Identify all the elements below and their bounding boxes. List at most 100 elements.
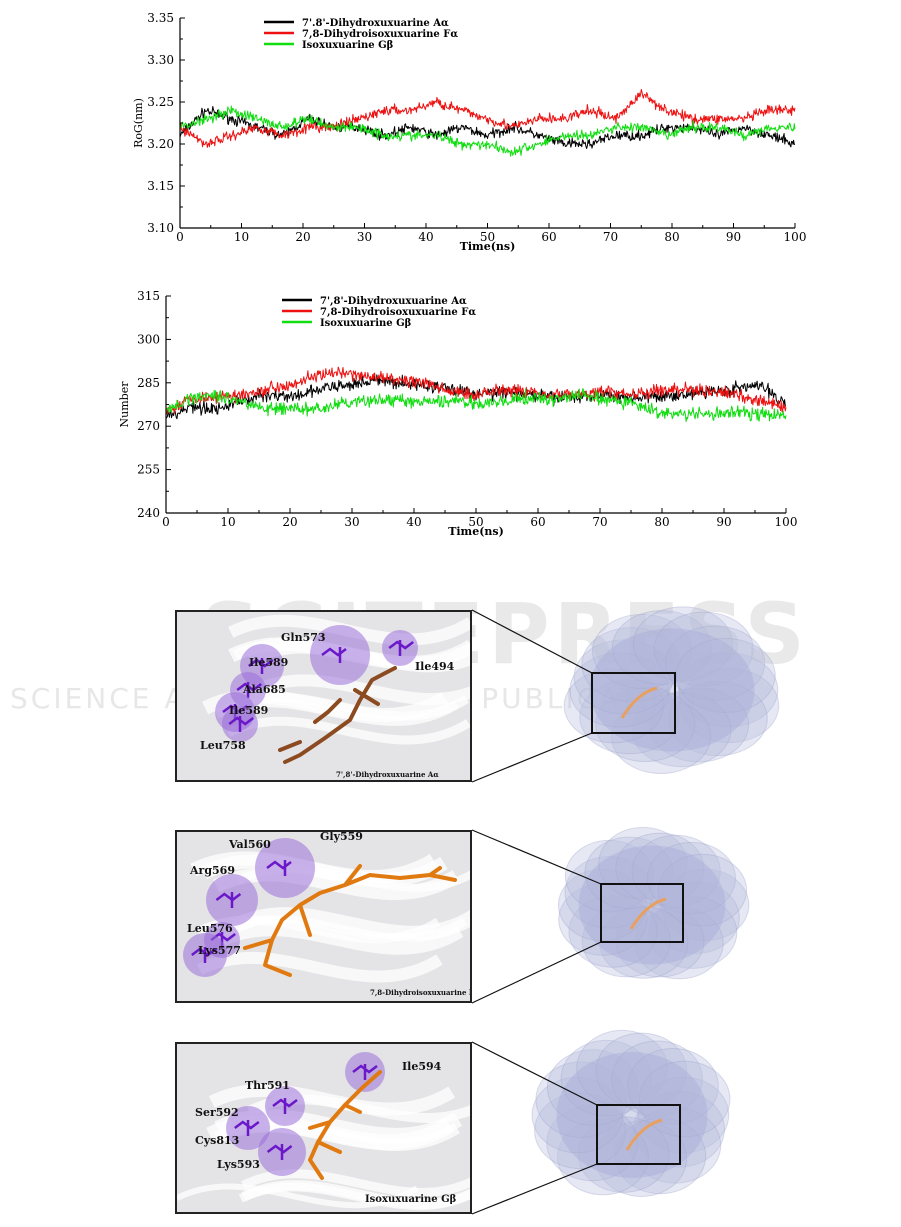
surface-lobe: [631, 834, 721, 908]
ligand-thumbnail: [629, 897, 667, 930]
x-axis-label: Time(ns): [448, 525, 504, 538]
surface-lobe: [581, 904, 671, 978]
surface-lobe: [558, 883, 648, 956]
protein-ribbon: [226, 716, 470, 745]
x-tick-label: 40: [406, 515, 421, 529]
surface-lobe: [633, 1090, 725, 1168]
residue-label: Ile589: [229, 704, 269, 717]
y-tick-label: 3.25: [147, 95, 174, 109]
x-tick-label: 80: [654, 515, 669, 529]
surface-lobe: [535, 1061, 628, 1138]
surface-lobe: [648, 896, 738, 969]
y-tick-label: 255: [137, 463, 160, 477]
binding-site-render: [177, 1052, 470, 1210]
x-tick-label: 60: [541, 230, 556, 244]
surface-lobe: [546, 1049, 639, 1126]
x-tick-label: 20: [282, 515, 297, 529]
residue-sticks: [234, 1120, 260, 1136]
connector-line: [471, 1041, 598, 1106]
number-line-chart: 0 10 20 30 40 50 60 70 80 90 100 240 255 270 285 300 315…: [118, 289, 797, 538]
surface-lobe: [637, 1076, 730, 1154]
surface-lobe: [599, 906, 689, 979]
surface-lobe: [598, 827, 688, 900]
surface-lobe: [546, 1104, 638, 1182]
surface-lobe: [564, 839, 655, 913]
x-tick-label: 30: [344, 515, 359, 529]
legend-label: Isoxuxuarine Gβ: [320, 318, 412, 329]
y-tick-label: 270: [137, 419, 160, 433]
ligand-sticks: [308, 1070, 382, 1180]
legend-label: Isoxuxuarine Gβ: [302, 40, 394, 51]
residue-label: Ile594: [402, 1060, 442, 1073]
residue-label: Ser592: [195, 1106, 239, 1119]
ligand-sticks: [243, 864, 457, 977]
protein-ribbon: [196, 951, 443, 983]
surface-lobe: [577, 1116, 670, 1193]
binding-site-panel: Gln573 Ile589 Ile494 Ala685 Ile589 Leu758 7',8…: [175, 610, 472, 782]
surface-lobe: [615, 905, 705, 978]
y-axis-label: Number: [118, 381, 131, 428]
surface-lobe: [595, 1032, 688, 1110]
surface-lobe: [557, 868, 648, 942]
surface-core: [578, 845, 726, 965]
surface-lobe: [638, 1060, 731, 1138]
surface-lobe: [568, 895, 658, 968]
x-tick-label: 50: [468, 515, 483, 529]
residue-label: Arg569: [190, 864, 235, 877]
protein-ribbon: [241, 1169, 470, 1197]
residue-sticks: [236, 682, 262, 698]
residue-label: Thr591: [245, 1079, 290, 1092]
residue-sticks: [266, 1144, 293, 1160]
x-tick-label: 70: [592, 515, 607, 529]
residue-sticks: [215, 892, 242, 908]
y-tick-label: 3.35: [147, 11, 174, 25]
ligand-sticks: [278, 666, 397, 764]
surface-lobe: [576, 1029, 668, 1107]
y-tick-label: 3.15: [147, 179, 174, 193]
surface-lobe: [595, 1120, 688, 1197]
ligand-label: 7,8-Dihydroisoxuxuarine Fα: [370, 988, 472, 997]
x-tick-label: 20: [295, 230, 310, 244]
residue-label: Ile494: [415, 660, 455, 673]
connector-line: [471, 829, 602, 885]
residue-label: Gly559: [320, 830, 363, 843]
surface-lobe: [615, 832, 705, 905]
surface-lobe: [560, 1039, 653, 1117]
residue-sticks: [248, 658, 274, 674]
legend-label: 7,8-Dihydroisoxuxuarine Fα: [302, 29, 458, 40]
residue-label: Gln573: [281, 631, 326, 644]
ligand-label: Isoxuxuarine Gβ: [365, 1194, 457, 1205]
residue-label: Lys593: [217, 1158, 260, 1171]
binding-site-panel: Val560 Gly559 Arg569 Leu576 Lys577 7,8-Dihydr…: [175, 830, 472, 1003]
surface-lobe: [634, 906, 724, 980]
surface-lobe: [657, 853, 748, 927]
residue-label: Ala685: [243, 683, 286, 696]
x-tick-label: 0: [176, 230, 184, 244]
x-tick-label: 10: [234, 230, 249, 244]
surface-lobe: [564, 856, 654, 929]
ligand-label: 7',8'-Dihydroxuxuarine Aα: [336, 770, 439, 779]
protein-ribbon: [213, 867, 460, 900]
series-line-1: [165, 366, 787, 416]
residue-label: Lys577: [198, 944, 241, 957]
y-tick-label: 300: [137, 332, 160, 346]
surface-lobe: [534, 1092, 626, 1170]
surface-lobe: [629, 1106, 722, 1184]
connector-line: [471, 941, 602, 1004]
x-tick-label: 10: [220, 515, 235, 529]
x-tick-label: 80: [664, 230, 679, 244]
surface-lobe: [531, 1076, 624, 1154]
residue-label: Leu576: [187, 922, 233, 935]
residue-sticks: [266, 860, 292, 876]
residue-sticks: [228, 716, 254, 732]
y-tick-label: 240: [137, 506, 160, 520]
zoom-region-box: [600, 883, 684, 943]
surface-lobe: [614, 1117, 707, 1195]
zoom-region-box: [596, 1104, 681, 1165]
residue-sticks: [191, 947, 217, 963]
protein-ribbon: [217, 924, 464, 955]
series-line-2: [179, 105, 796, 157]
surface-lobe: [611, 1040, 703, 1118]
protein-ribbon: [238, 1182, 470, 1210]
protein-ribbon: [249, 674, 470, 705]
